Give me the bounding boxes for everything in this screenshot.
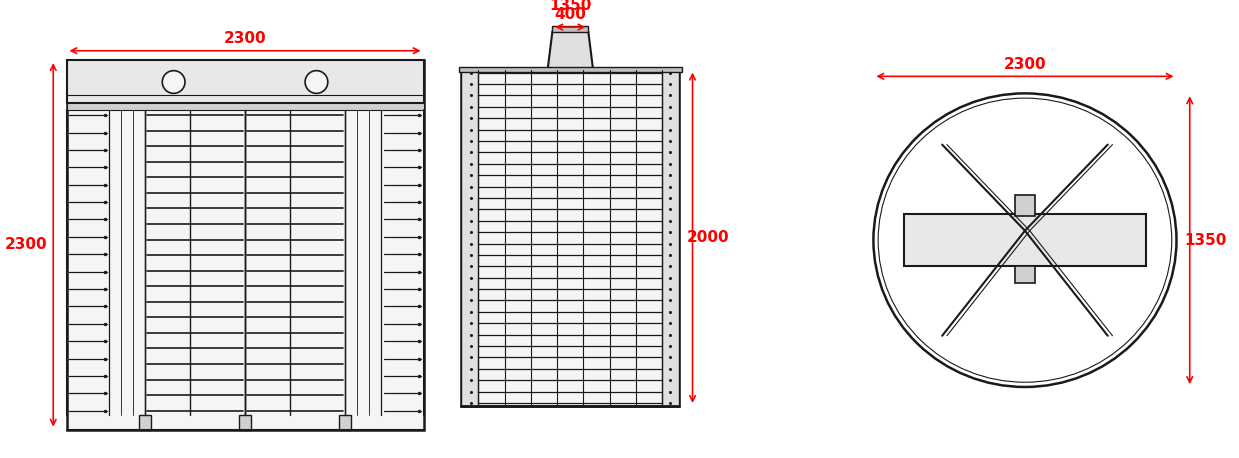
Text: 400: 400 xyxy=(554,7,586,22)
Bar xyxy=(239,415,250,430)
Text: 2300: 2300 xyxy=(224,31,266,46)
Bar xyxy=(67,103,424,110)
Text: 2000: 2000 xyxy=(686,230,730,245)
Bar xyxy=(1015,266,1036,283)
Bar xyxy=(1015,195,1036,216)
Bar xyxy=(903,214,1146,266)
Bar xyxy=(461,70,679,406)
Bar xyxy=(67,60,424,103)
Text: 1350: 1350 xyxy=(549,0,591,13)
Bar xyxy=(553,26,589,32)
Bar xyxy=(339,415,351,430)
Text: 2300: 2300 xyxy=(5,237,47,252)
Bar xyxy=(461,70,478,406)
Text: 1350: 1350 xyxy=(1184,233,1227,248)
Bar xyxy=(139,415,151,430)
Bar xyxy=(662,70,679,406)
Polygon shape xyxy=(548,32,593,70)
Bar xyxy=(458,67,683,71)
Circle shape xyxy=(162,71,185,93)
Circle shape xyxy=(305,71,328,93)
Text: 2300: 2300 xyxy=(1004,57,1046,71)
Bar xyxy=(67,60,424,430)
